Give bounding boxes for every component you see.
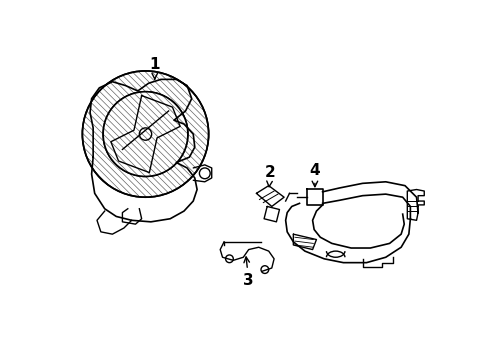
Text: 1: 1: [149, 57, 160, 79]
Text: 4: 4: [309, 163, 320, 187]
Circle shape: [103, 92, 187, 176]
Text: 2: 2: [264, 165, 275, 187]
Text: 3: 3: [243, 257, 253, 288]
